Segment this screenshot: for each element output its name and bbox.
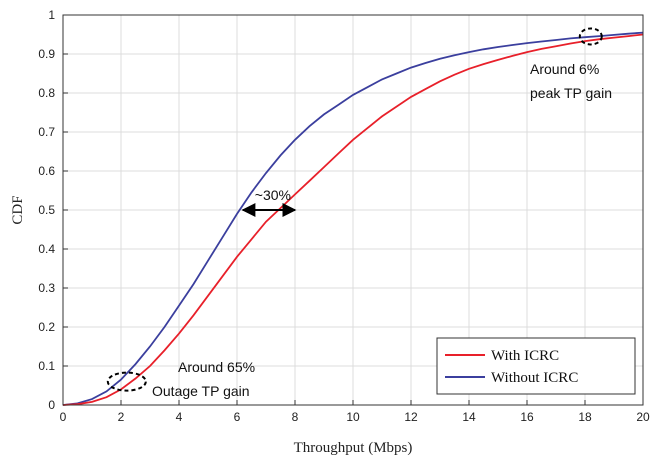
y-axis-title: CDF xyxy=(10,195,26,224)
y-tick-label: 1 xyxy=(48,8,55,22)
x-tick-label: 14 xyxy=(462,410,476,424)
legend-label: Without ICRC xyxy=(491,370,578,386)
legend: With ICRC Without ICRC xyxy=(436,337,636,395)
x-tick-label: 10 xyxy=(346,410,360,424)
y-tick-label: 0.5 xyxy=(38,203,55,217)
y-tick-label: 0.2 xyxy=(38,320,55,334)
gain-30-label: ~30% xyxy=(255,187,291,203)
x-axis-title: Throughput (Mbps) xyxy=(294,440,413,456)
y-tick-label: 0.1 xyxy=(38,359,55,373)
outage-highlight-ellipse xyxy=(106,371,147,392)
ticks: 0 2 4 6 8 10 12 14 16 18 20 0 0.1 0.2 0.3 0.4 0.5 0.6 0.7 0… xyxy=(38,8,650,424)
x-tick-label: 16 xyxy=(520,410,534,424)
outage-label-line2: Outage TP gain xyxy=(152,383,250,399)
y-tick-label: 0.6 xyxy=(38,164,55,178)
outage-label-line1: Around 65% xyxy=(178,359,255,375)
y-tick-label: 0.4 xyxy=(38,242,55,256)
peak-highlight-ellipse xyxy=(578,27,603,46)
legend-label: With ICRC xyxy=(491,348,559,364)
x-tick-label: 4 xyxy=(176,410,183,424)
x-tick-label: 20 xyxy=(636,410,650,424)
curves xyxy=(62,31,644,406)
x-tick-label: 12 xyxy=(404,410,418,424)
peak-label-line2: peak TP gain xyxy=(530,85,612,101)
y-tick-label: 0.9 xyxy=(38,47,55,61)
x-tick-label: 6 xyxy=(234,410,241,424)
y-tick-label: 0.7 xyxy=(38,125,55,139)
x-tick-label: 2 xyxy=(118,410,125,424)
y-tick-label: 0.3 xyxy=(38,281,55,295)
series-line-without-icrc xyxy=(62,31,644,406)
x-tick-label: 0 xyxy=(60,410,67,424)
annotations: ~30% Around 6% peak TP gain Around 65% Outag… xyxy=(106,27,612,399)
series-line-with-icrc xyxy=(62,33,644,406)
y-tick-label: 0.8 xyxy=(38,86,55,100)
peak-label-line1: Around 6% xyxy=(530,61,599,77)
x-tick-label: 18 xyxy=(578,410,592,424)
legend-box xyxy=(436,337,636,395)
y-tick-label: 0 xyxy=(48,398,55,412)
x-tick-label: 8 xyxy=(292,410,299,424)
